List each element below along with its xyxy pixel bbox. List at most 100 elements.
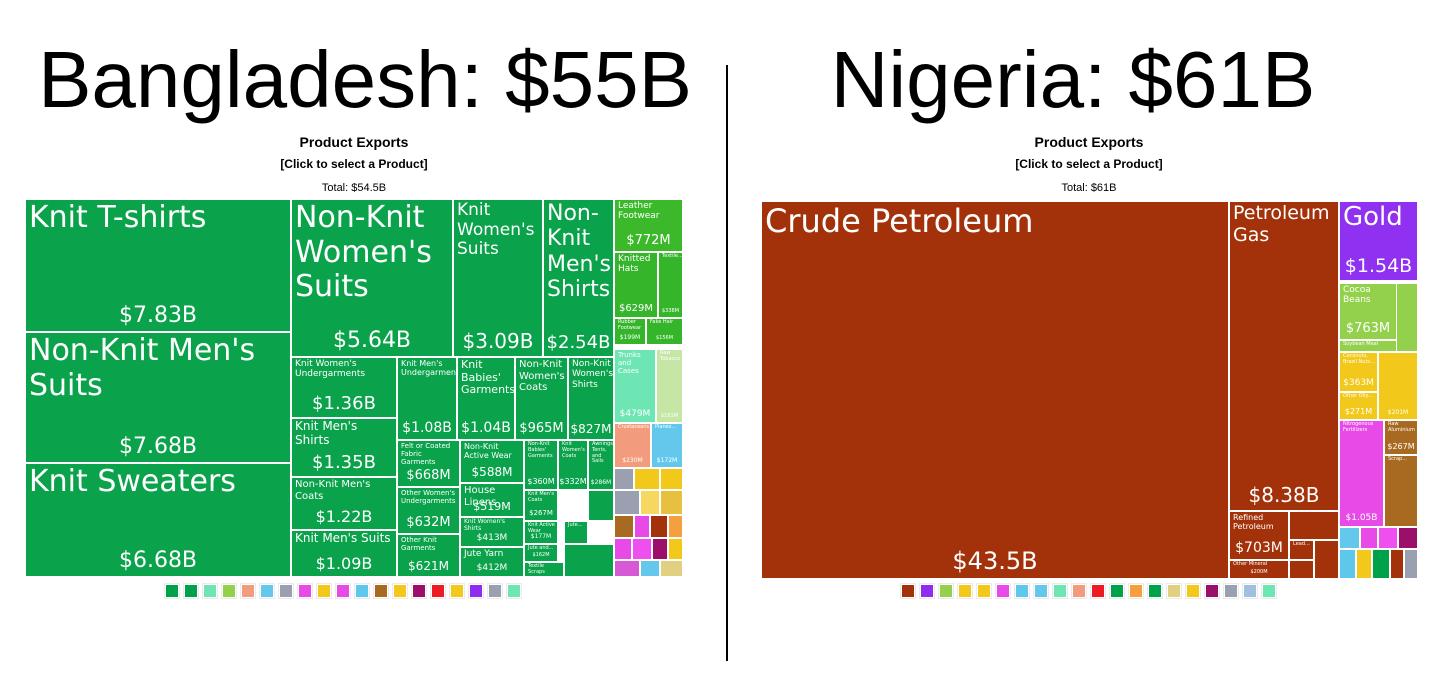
tile-value: $827M <box>570 422 612 436</box>
category-icon <box>1242 583 1258 599</box>
tile-label: Textile Scraps <box>528 563 545 575</box>
country-heading: Bangladesh: $55B <box>38 35 692 124</box>
category-icon <box>1128 583 1144 599</box>
tile-value: $629M <box>618 303 654 314</box>
tile-label: Raw Tobacco <box>660 350 681 362</box>
tile-label: Knit Men's Coats <box>528 491 554 503</box>
category-icon <box>411 583 427 599</box>
tile-label: Knit Men's Shirts <box>295 419 358 447</box>
tile-value: $413M <box>476 533 508 543</box>
treemap-tile: Other Oily... $271M <box>1339 392 1378 420</box>
tile-label: Knit Women's Coats <box>562 441 585 459</box>
tile-label: Coconuts, Brazil Nuts... <box>1343 353 1375 365</box>
treemap-tile: Other Knit Garments $621M <box>397 534 460 577</box>
tile-label: Non-Knit Men's Suits <box>29 333 256 403</box>
tile-value: $43.5B <box>952 547 1038 575</box>
tile-label: Gold <box>1343 202 1403 232</box>
treemap-tile: Non-Knit Babies' Garments $360M <box>524 440 558 490</box>
tile-label: Knit Babies' Garments <box>461 358 515 397</box>
category-icon <box>1261 583 1277 599</box>
treemap-tile: Non-Knit Women's Shirts $827M <box>568 357 614 440</box>
tile-label: Jute Yarn <box>464 549 504 559</box>
minor-tile <box>1372 549 1390 579</box>
tile-value: $479M <box>619 409 651 419</box>
minor-tile <box>632 538 652 560</box>
tile-value: $338M <box>661 308 680 314</box>
tile-value: $271M <box>1344 407 1373 416</box>
category-icon <box>449 583 465 599</box>
minor-tile <box>614 490 640 515</box>
chart-subtitle: [Click to select a Product] <box>1015 157 1163 171</box>
tile-label: Knit Active Wear <box>528 522 555 534</box>
category-icon <box>976 583 992 599</box>
tile-value: $286M <box>590 479 612 486</box>
minor-tile <box>660 490 683 515</box>
country-heading: Nigeria: $61B <box>830 35 1316 124</box>
treemap-tile: Knit Sweaters $6.68B <box>25 463 291 577</box>
tile-value: $181M <box>660 413 679 419</box>
treemap-tile: Jute... <box>564 521 588 544</box>
category-icon <box>1052 583 1068 599</box>
minor-tile <box>1404 549 1418 579</box>
tile-value: $199M <box>619 334 641 341</box>
treemap-tile: Nitrogenous Fertilizers $1.05B <box>1339 420 1384 527</box>
tile-value: $3.09B <box>462 329 534 353</box>
tile-label: Knit Sweaters <box>29 464 236 499</box>
category-icon <box>278 583 294 599</box>
minor-tile <box>660 468 683 490</box>
tile-label: Jute and... <box>528 545 554 551</box>
minor-tile <box>564 544 614 577</box>
tile-label: Non-Knit Women's Coats <box>519 359 565 393</box>
tile-label: Jute... <box>568 522 583 528</box>
category-icon <box>316 583 332 599</box>
treemap-tile: Felt or Coated Fabric Garments $668M <box>397 440 460 487</box>
minor-tile <box>1360 527 1378 549</box>
tile-value: $267M <box>529 509 553 517</box>
treemap-tile: Cocoa Beans $763M <box>1339 283 1397 340</box>
minor-tile <box>634 468 660 490</box>
treemap-tile: Knit Men's Shirts $1.35B <box>291 418 397 477</box>
tile-label: Soybean Meal <box>1343 341 1379 347</box>
treemap-tile: Non-Knit Men's Shirts $2.54B <box>543 199 614 357</box>
category-icon <box>1166 583 1182 599</box>
tile-value: $5.64B <box>332 328 412 353</box>
chart-subtitle: [Click to select a Product] <box>280 157 428 171</box>
category-icon <box>1033 583 1049 599</box>
tile-value: $156M <box>655 335 674 341</box>
tile-label: Cocoa Beans <box>1343 285 1371 306</box>
minor-tile <box>1289 511 1339 540</box>
treemap-tile: Knit Men's Undergarments $1.08B <box>397 357 457 440</box>
tile-label: Leather Footwear <box>618 201 660 222</box>
category-icon <box>392 583 408 599</box>
category-icon <box>1147 583 1163 599</box>
treemap-tile: Knit Babies' Garments $1.04B <box>457 357 515 440</box>
treemap-tile: Textile Scraps <box>524 562 564 577</box>
treemap-tile: Lead... <box>1289 540 1314 560</box>
treemap-tile: Raw Tobacco $181M <box>656 349 683 423</box>
treemap-tile: Rubber Footwear $199M <box>614 318 646 345</box>
category-icon <box>1223 583 1239 599</box>
tile-label: Knit Women's Suits <box>457 200 535 260</box>
category-icon <box>202 583 218 599</box>
tile-label: Refined Petroleum <box>1233 513 1274 532</box>
divider <box>726 65 728 661</box>
minor-tile <box>1339 549 1356 579</box>
tile-value: $668M <box>406 468 451 483</box>
tile-value: $1.05B <box>1345 513 1378 523</box>
treemap-tile: Knit Women's Suits $3.09B <box>453 199 543 357</box>
category-icon <box>164 583 180 599</box>
treemap-tile: Non-Knit Men's Coats $1.22B <box>291 477 397 530</box>
category-icon <box>354 583 370 599</box>
treemap-tile: Soybean Meal <box>1339 340 1397 352</box>
tile-value: $162M <box>532 552 550 558</box>
category-icon <box>221 583 237 599</box>
tile-value: $1.04B <box>461 420 511 436</box>
minor-tile <box>660 560 683 577</box>
treemap-tile: Leather Footwear $772M <box>614 199 683 252</box>
tile-label: Non-Knit Women's Shirts <box>572 359 614 390</box>
category-icon <box>1090 583 1106 599</box>
minor-tile <box>1398 527 1418 549</box>
tile-label: Knit Women's Shirts <box>464 518 506 532</box>
category-icon <box>995 583 1011 599</box>
treemap-tile: Raw Aluminium $267M <box>1384 420 1418 455</box>
